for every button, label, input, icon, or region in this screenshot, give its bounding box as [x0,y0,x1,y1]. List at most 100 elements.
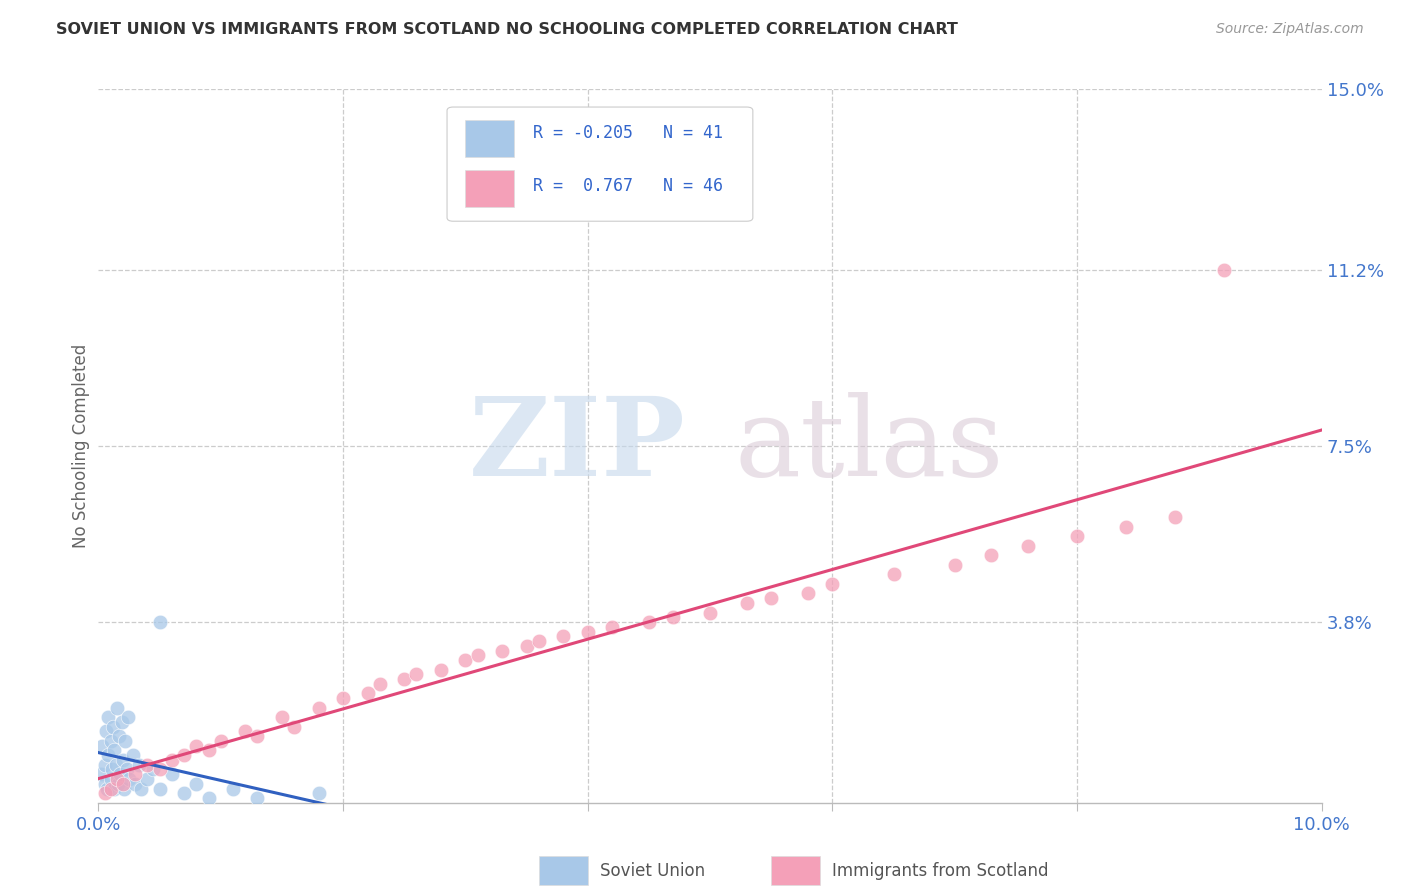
Point [430,663,453,677]
Point [491,643,513,657]
Text: Soviet Union: Soviet Union [600,862,704,880]
Point [121,748,143,763]
Point [103,781,125,796]
Point [110,767,132,781]
Point [93,777,115,791]
Point [883,567,905,582]
FancyBboxPatch shape [465,120,515,157]
Point [662,610,685,624]
Point [600,620,623,634]
Point [111,753,134,767]
Point [97,710,120,724]
FancyBboxPatch shape [465,169,515,207]
Point [112,781,135,796]
Point [114,734,136,748]
Point [101,763,124,777]
Point [97,748,120,763]
Y-axis label: No Schooling Completed: No Schooling Completed [72,344,90,548]
Point [197,743,219,757]
Text: Immigrants from Scotland: Immigrants from Scotland [832,862,1049,880]
Point [136,772,159,786]
Point [149,781,172,796]
Point [103,743,125,757]
Point [576,624,599,639]
Point [527,634,550,648]
Point [283,720,305,734]
Point [93,786,115,800]
Point [117,710,139,724]
Point [124,767,146,781]
Point [246,729,269,743]
Point [1212,263,1234,277]
Point [222,781,245,796]
Point [356,686,378,700]
Point [107,777,129,791]
Point [94,724,117,739]
Point [821,577,844,591]
Point [797,586,820,600]
Point [118,772,141,786]
Point [105,700,128,714]
Point [246,791,269,805]
Point [332,691,354,706]
Point [186,739,208,753]
Point [104,757,127,772]
FancyBboxPatch shape [447,107,752,221]
Point [142,763,165,777]
Point [90,767,112,781]
Text: R =  0.767   N = 46: R = 0.767 N = 46 [533,177,723,194]
Point [392,672,416,686]
Point [105,772,128,786]
Text: SOVIET UNION VS IMMIGRANTS FROM SCOTLAND NO SCHOOLING COMPLETED CORRELATION CHAR: SOVIET UNION VS IMMIGRANTS FROM SCOTLAND… [56,22,957,37]
Text: atlas: atlas [734,392,1004,500]
Text: Source: ZipAtlas.com: Source: ZipAtlas.com [1216,22,1364,37]
Point [308,700,330,714]
Point [943,558,966,572]
Point [111,714,134,729]
Point [111,777,134,791]
Point [405,667,427,681]
Point [699,606,721,620]
Point [160,753,183,767]
FancyBboxPatch shape [772,856,820,885]
Point [980,549,1002,563]
Point [91,739,114,753]
Point [93,757,115,772]
Point [160,767,183,781]
Point [173,786,195,800]
Point [197,791,219,805]
Text: R = -0.205   N = 41: R = -0.205 N = 41 [533,125,723,143]
Point [149,615,172,629]
Point [368,677,391,691]
Point [1017,539,1039,553]
Point [100,772,122,786]
Point [735,596,758,610]
Point [128,757,150,772]
Point [1115,520,1137,534]
Point [96,781,118,796]
Point [129,781,152,796]
Point [637,615,661,629]
Point [136,757,159,772]
Point [553,629,575,643]
Point [467,648,489,663]
Point [173,748,195,763]
Point [308,786,330,800]
Point [100,734,122,748]
Point [100,781,122,796]
Point [1066,529,1088,543]
Point [454,653,477,667]
Point [1164,510,1187,524]
Point [186,777,208,791]
Point [101,720,124,734]
Point [209,734,232,748]
Point [108,729,131,743]
FancyBboxPatch shape [538,856,588,885]
Point [115,763,138,777]
Point [149,763,172,777]
Point [516,639,538,653]
Point [270,710,292,724]
Point [124,777,146,791]
Point [233,724,256,739]
Text: ZIP: ZIP [468,392,686,500]
